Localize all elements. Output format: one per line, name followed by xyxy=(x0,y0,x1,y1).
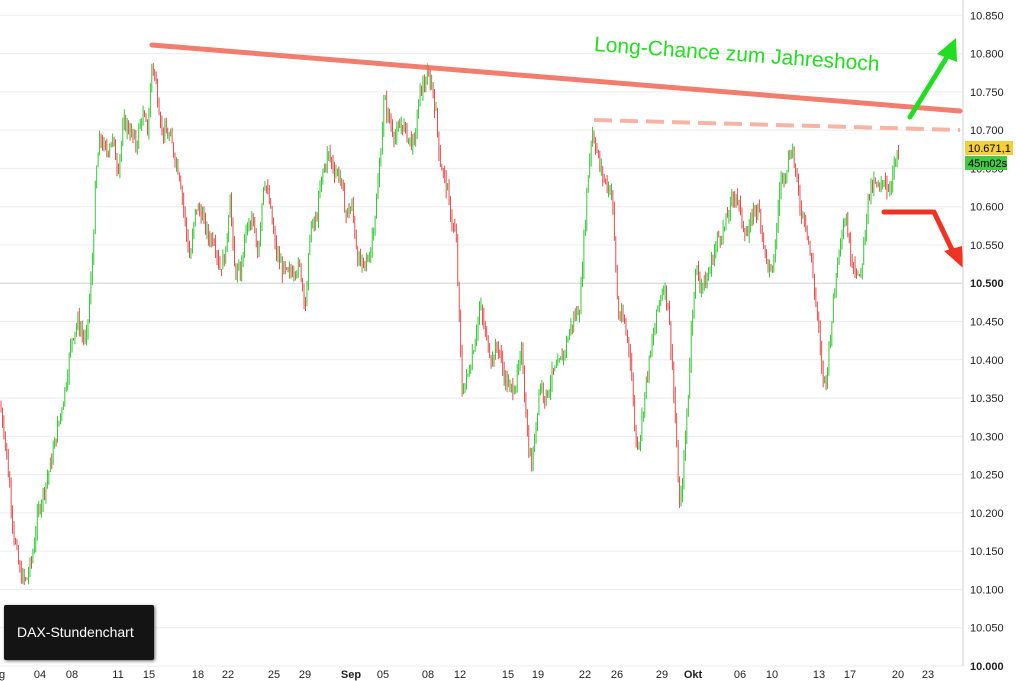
y-tick-label: 10.750 xyxy=(970,87,1004,99)
countdown-value: 45m02s xyxy=(968,158,1008,170)
y-tick-label: 10.300 xyxy=(970,431,1004,443)
x-tick-label: 26 xyxy=(611,669,623,681)
x-tick-label: 22 xyxy=(222,669,234,681)
red-down-arrow-icon xyxy=(881,209,963,268)
y-tick-label: 10.850 xyxy=(970,10,1004,22)
x-tick-label: 13 xyxy=(813,669,825,681)
y-tick-label: 10.700 xyxy=(970,125,1004,137)
last-price-value: 10.671,1 xyxy=(968,143,1011,155)
x-axis-labels: g 04 08 11 15 18 22 25 29 Sep 05 08 12 15 19 22 26 29 Okt 0… xyxy=(0,669,934,681)
dashed-resistance-line xyxy=(593,118,961,132)
y-tick-label: 10.400 xyxy=(970,355,1004,367)
x-tick-label: 19 xyxy=(532,669,544,681)
y-axis-labels: 10.85010.80010.75010.70010.65010.60010.5… xyxy=(970,10,1004,673)
x-tick-label: g xyxy=(0,669,5,681)
x-tick-label: Sep xyxy=(341,669,361,681)
x-tick-label: 06 xyxy=(734,669,746,681)
y-tick-label: 10.550 xyxy=(970,240,1004,252)
y-tick-label: 10.450 xyxy=(970,317,1004,329)
last-price-tag: 10.671,1 45m02s xyxy=(965,141,1013,170)
y-tick-label: 10.150 xyxy=(970,546,1004,558)
x-tick-label: 08 xyxy=(66,669,78,681)
y-tick-label: 10.800 xyxy=(970,49,1004,61)
x-tick-label: 29 xyxy=(656,669,668,681)
x-tick-label: 10 xyxy=(766,669,778,681)
y-tick-label: 10.600 xyxy=(970,202,1004,214)
x-tick-label: 22 xyxy=(579,669,591,681)
x-tick-label: 20 xyxy=(892,669,904,681)
x-tick-label: 18 xyxy=(192,669,204,681)
y-tick-label: 10.250 xyxy=(970,470,1004,482)
x-tick-label: 15 xyxy=(502,669,514,681)
chart-title-box: DAX-Stundenchart xyxy=(4,605,154,660)
green-up-arrow-icon xyxy=(907,38,957,120)
x-tick-label: 04 xyxy=(34,669,46,681)
x-tick-label: Okt xyxy=(684,669,703,681)
x-tick-label: 29 xyxy=(299,669,311,681)
x-tick-label: 11 xyxy=(112,669,123,681)
y-tick-label: 10.100 xyxy=(970,584,1004,596)
candlesticks xyxy=(0,62,899,586)
x-tick-label: 25 xyxy=(268,669,280,681)
y-tick-label: 10.350 xyxy=(970,393,1004,405)
x-tick-label: 12 xyxy=(454,669,466,681)
chart-gridlines xyxy=(0,14,962,667)
chart-overlay xyxy=(149,38,963,268)
x-tick-label: 08 xyxy=(422,669,434,681)
x-tick-label: 23 xyxy=(922,669,934,681)
y-tick-label: 10.050 xyxy=(970,623,1004,635)
x-tick-label: 15 xyxy=(143,669,155,681)
resistance-line xyxy=(149,42,963,114)
x-tick-label: 17 xyxy=(844,669,856,681)
y-tick-label: 10.200 xyxy=(970,508,1004,520)
y-tick-label: 10.000 xyxy=(970,661,1004,673)
y-tick-label: 10.500 xyxy=(970,278,1004,290)
chart-title: DAX-Stundenchart xyxy=(17,624,134,640)
x-tick-label: 05 xyxy=(377,669,389,681)
